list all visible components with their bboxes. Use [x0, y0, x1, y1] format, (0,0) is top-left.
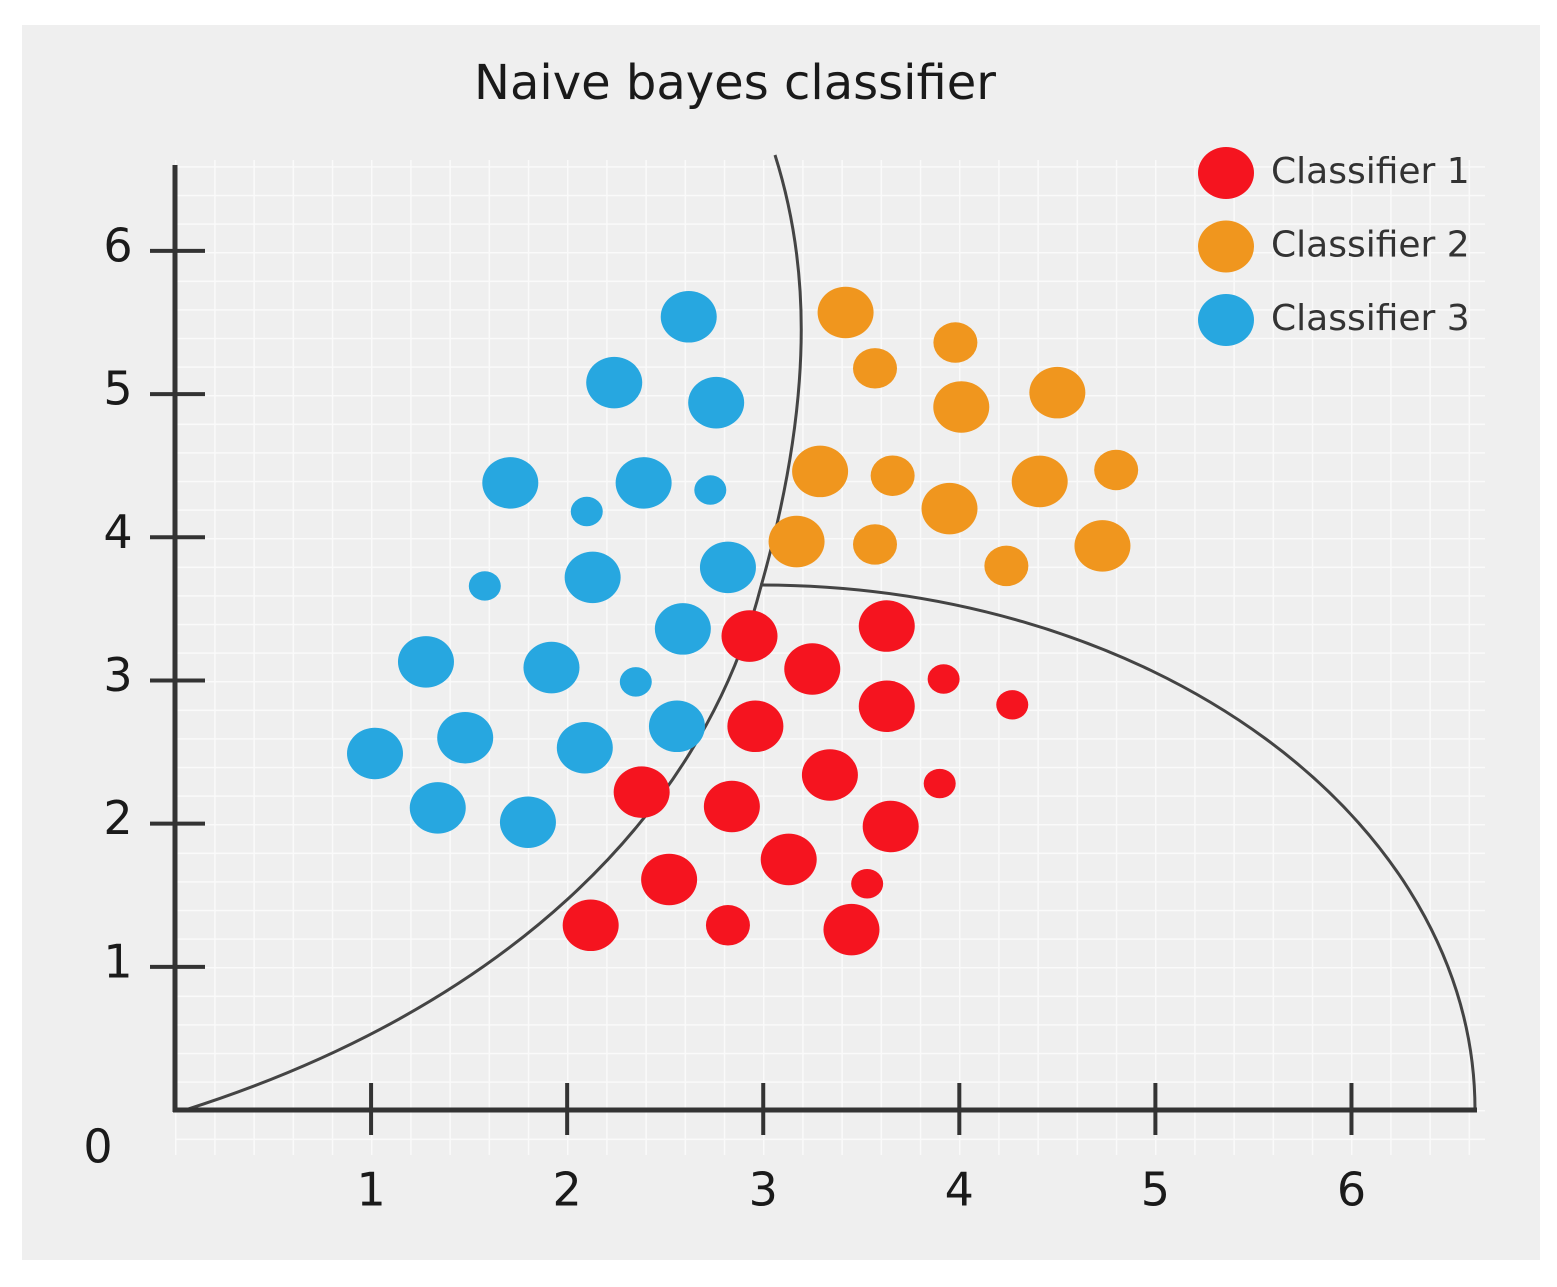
y-tick-label: 5	[103, 362, 132, 416]
point	[760, 833, 817, 886]
point	[858, 680, 915, 732]
x-tick-label: 4	[945, 1163, 974, 1217]
y-tick-label: 2	[103, 791, 132, 845]
point	[721, 610, 778, 662]
x-tick-label: 1	[356, 1163, 385, 1217]
point	[641, 853, 698, 906]
point	[648, 700, 705, 753]
point	[523, 641, 580, 694]
point	[409, 782, 466, 834]
point	[619, 667, 652, 697]
x-tick-label: 3	[749, 1163, 778, 1217]
point	[556, 721, 613, 774]
point	[921, 482, 978, 535]
point	[705, 905, 750, 946]
point	[570, 496, 603, 527]
point	[468, 571, 501, 601]
point	[862, 800, 919, 853]
point	[870, 455, 915, 496]
legend-marker	[1198, 220, 1254, 273]
point	[933, 381, 990, 433]
point	[564, 551, 621, 604]
legend-marker	[1198, 294, 1254, 346]
point	[853, 524, 897, 565]
point	[851, 869, 884, 899]
point	[853, 348, 897, 389]
decision-boundary	[759, 583, 1477, 1111]
y-tick-label: 1	[103, 934, 132, 988]
point	[437, 711, 494, 764]
point	[1094, 449, 1139, 491]
origin-label: 0	[83, 1120, 112, 1174]
chart-title: Naive bayes classifier	[474, 55, 996, 111]
x-tick-label: 5	[1141, 1163, 1170, 1217]
point	[1029, 366, 1086, 419]
point	[660, 291, 717, 343]
y-tick-label: 4	[103, 505, 132, 559]
point	[801, 749, 858, 801]
point	[996, 690, 1029, 720]
point	[1011, 455, 1068, 508]
legend-marker	[1198, 147, 1254, 199]
point	[784, 643, 841, 695]
point	[984, 545, 1029, 587]
point	[347, 727, 403, 780]
point	[703, 780, 760, 833]
point	[397, 636, 454, 688]
point	[792, 445, 849, 498]
point	[1074, 520, 1131, 572]
point	[482, 457, 539, 509]
point	[927, 664, 960, 694]
x-tick-label: 6	[1337, 1163, 1366, 1217]
point	[768, 515, 825, 568]
point	[823, 903, 880, 956]
x-tick-label: 2	[553, 1163, 582, 1217]
y-tick-label: 6	[103, 218, 132, 272]
points	[347, 286, 1139, 956]
point	[727, 700, 784, 753]
legend-label: Classifier 3	[1271, 298, 1470, 339]
point	[654, 603, 711, 655]
point	[933, 322, 978, 363]
point	[562, 899, 619, 952]
point	[586, 356, 643, 409]
point	[694, 475, 727, 505]
point	[923, 768, 956, 799]
y-tick-label: 3	[103, 648, 132, 702]
point	[688, 376, 745, 429]
point	[817, 286, 874, 339]
legend-label: Classifier 2	[1271, 225, 1470, 266]
point	[699, 541, 756, 594]
point	[613, 766, 670, 818]
point	[499, 796, 556, 848]
point	[858, 600, 915, 652]
point	[615, 457, 672, 509]
legend-label: Classifier 1	[1271, 151, 1470, 192]
